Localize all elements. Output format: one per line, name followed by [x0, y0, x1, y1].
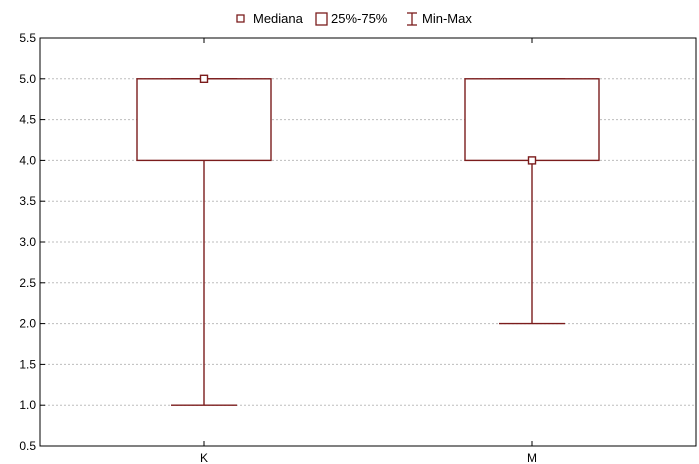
- y-tick-label: 5.5: [19, 31, 36, 45]
- y-tick-label: 1.0: [19, 398, 36, 412]
- legend-box-label: 25%-75%: [331, 11, 388, 26]
- y-tick-label: 1.5: [19, 357, 36, 371]
- box-m: [464, 78, 600, 325]
- box-k: [136, 74, 272, 406]
- iqr-box: [464, 78, 600, 162]
- legend-box-marker: [315, 12, 328, 26]
- iqr-box: [136, 78, 272, 162]
- y-tick-label: 5.0: [19, 72, 36, 86]
- plot-frame: [39, 37, 697, 447]
- x-tick-label: M: [527, 451, 537, 464]
- legend: Mediana 25%-75% Min-Max: [236, 11, 472, 26]
- y-tick-label: 3.0: [19, 235, 36, 249]
- legend-whisker-label: Min-Max: [422, 11, 472, 26]
- x-tick-label: K: [200, 451, 208, 464]
- y-tick-label: 4.5: [19, 113, 36, 127]
- boxes: [136, 74, 600, 406]
- y-axis: 0.5 1.0 1.5 2.0 2.5 3.0 3.5 4.0 4.5 5.0 5.5: [19, 31, 45, 453]
- median-marker: [527, 156, 537, 165]
- legend-whisker-marker: [407, 12, 417, 26]
- y-tick-label: 0.5: [19, 439, 36, 453]
- y-tick-label: 4.0: [19, 153, 36, 167]
- y-tick-label: 2.0: [19, 317, 36, 331]
- median-marker: [199, 74, 209, 84]
- y-tick-label: 2.5: [19, 276, 36, 290]
- legend-median-label: Mediana: [253, 11, 304, 26]
- legend-median-marker: [236, 14, 245, 23]
- y-tick-label: 3.5: [19, 194, 36, 208]
